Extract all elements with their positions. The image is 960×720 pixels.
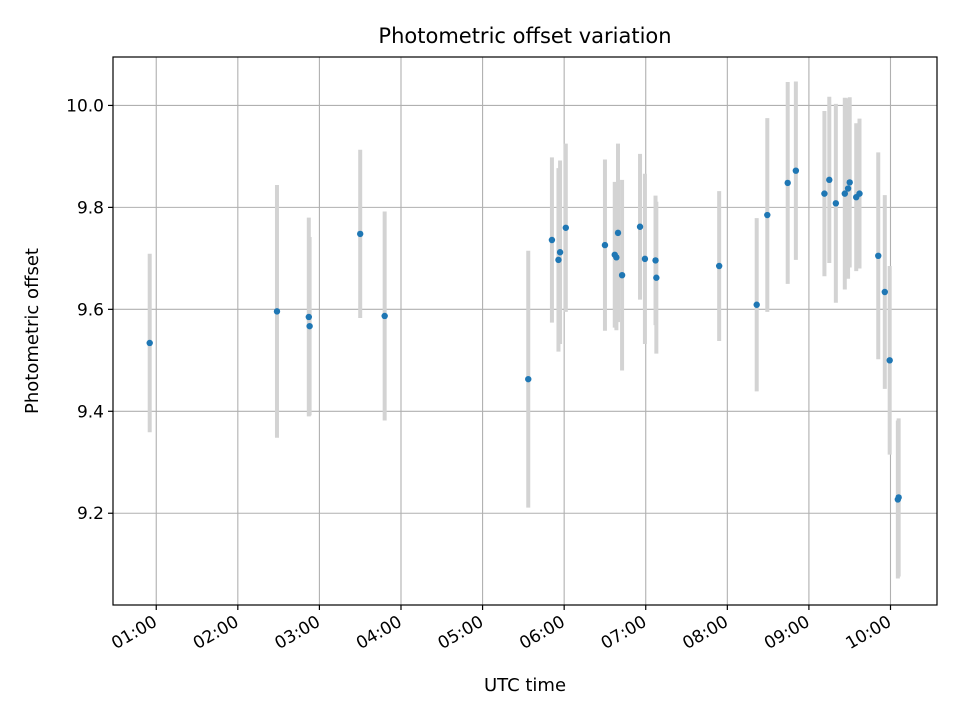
y-tick-label: 9.4 [77,402,104,422]
chart-title: Photometric offset variation [378,24,671,48]
data-point [826,176,833,184]
plot-frame [112,56,938,606]
data-point [556,249,564,256]
data-point [555,256,562,264]
data-point [636,223,644,230]
data-point [844,185,852,192]
y-axis-label: Photometric offset [22,248,43,414]
data-point [715,262,723,270]
data-points [146,167,902,503]
data-point [613,254,620,261]
data-point [305,313,313,321]
data-point [784,179,791,187]
data-point [273,308,281,315]
data-point [841,190,849,197]
data-point [146,339,153,347]
data-point [357,230,364,238]
y-tick-label: 9.8 [77,198,104,218]
y-tick-label: 9.2 [77,504,104,524]
y-tick-label: 10.0 [66,96,104,116]
data-point [792,167,800,174]
y-axis-ticks: 9.2 9.4 9.6 9.8 10.0 [66,96,113,524]
data-point [846,179,853,186]
y-tick-label: 9.6 [77,300,104,320]
data-point [875,252,882,260]
data-point [562,224,569,231]
data-point [895,494,902,501]
data-point [548,236,556,244]
data-point [614,229,622,237]
data-point [653,274,660,281]
data-point [381,312,388,320]
data-point [881,288,888,296]
data-point [832,200,840,207]
x-axis-label: UTC time [484,675,566,696]
data-point [652,257,659,264]
data-point [821,190,828,197]
data-point [753,301,760,308]
data-point [641,255,649,263]
data-point [856,190,863,197]
data-point [306,322,313,330]
data-point [618,271,626,279]
data-point [525,375,532,383]
data-point [601,241,609,249]
data-point [886,357,893,364]
data-point [764,211,771,219]
